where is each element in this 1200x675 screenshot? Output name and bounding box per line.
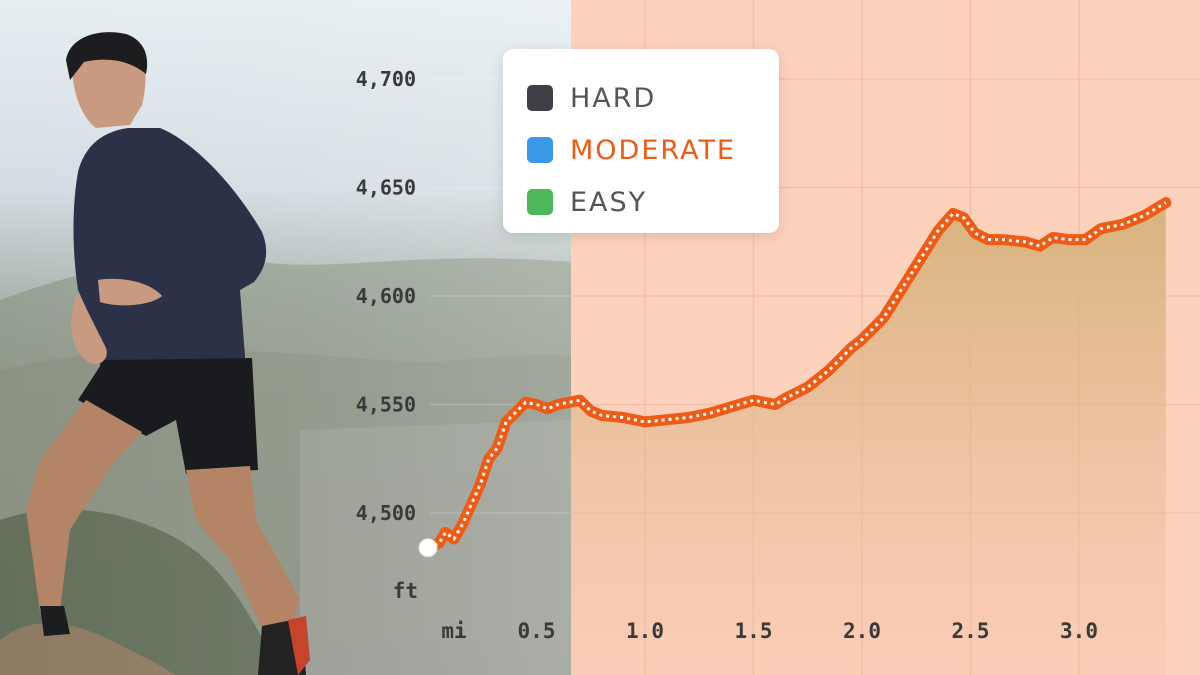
x-tick-label: 0.5 (518, 619, 556, 643)
legend-item-moderate: MODERATE (527, 124, 779, 176)
legend-label: MODERATE (570, 134, 736, 166)
x-tick-label: 2.0 (843, 619, 881, 643)
x-tick-label: 1.0 (626, 619, 664, 643)
x-axis-ticks: 0.5 1.0 1.5 2.0 2.5 3.0 (518, 619, 1098, 643)
area-fill-layer (571, 202, 1166, 675)
legend-label: EASY (570, 186, 648, 218)
legend-label: HARD (570, 82, 657, 114)
y-tick-label: 4,600 (356, 284, 416, 308)
x-tick-label: 2.5 (952, 619, 990, 643)
y-tick-label: 4,650 (356, 176, 416, 200)
legend-item-easy: EASY (527, 176, 779, 228)
x-tick-label: 3.0 (1060, 619, 1098, 643)
legend-item-hard: HARD (527, 72, 779, 124)
elevation-area (571, 202, 1166, 675)
elevation-line-dots (427, 201, 1167, 550)
y-unit-label: ft (393, 579, 418, 603)
x-tick-label: 1.5 (735, 619, 773, 643)
y-tick-label: 4,500 (356, 501, 416, 525)
x-unit-label: mi (441, 619, 466, 643)
start-marker (418, 538, 438, 558)
y-axis-ticks: 4,700 4,650 4,600 4,550 4,500 (356, 67, 416, 525)
y-tick-label: 4,550 (356, 393, 416, 417)
legend: HARD MODERATE EASY (503, 49, 779, 233)
y-tick-label: 4,700 (356, 67, 416, 91)
runner-figure (26, 32, 310, 675)
series-line-layer (418, 197, 1172, 558)
legend-swatch (527, 85, 553, 111)
legend-swatch (527, 189, 553, 215)
legend-swatch (527, 137, 553, 163)
